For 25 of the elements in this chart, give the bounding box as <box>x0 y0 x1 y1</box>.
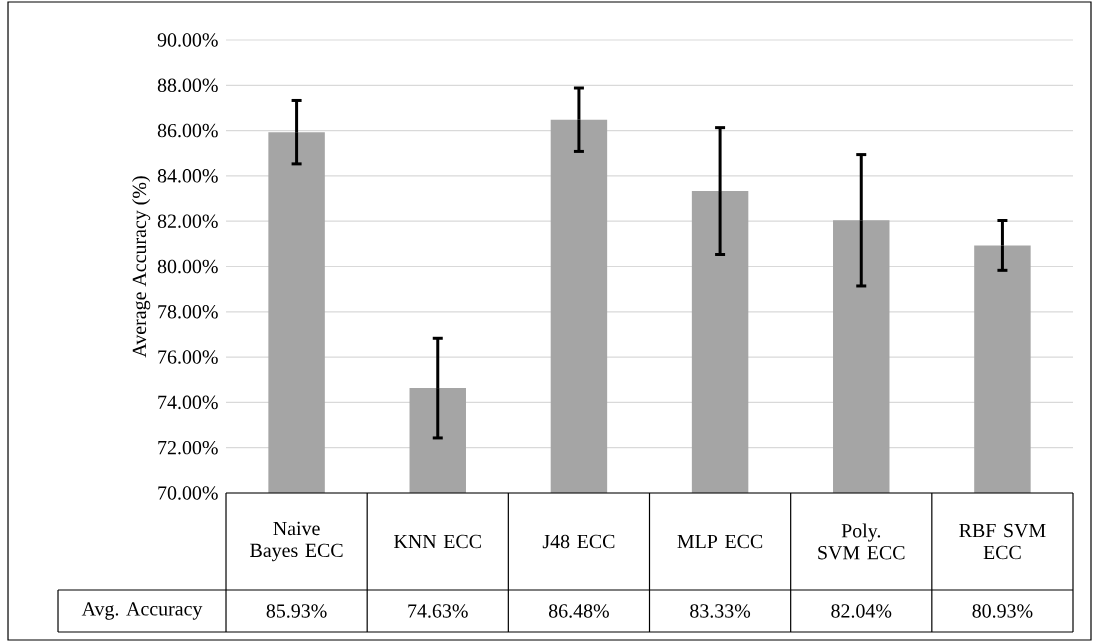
y-tick-label: 76.00% <box>158 350 218 364</box>
y-tick-label: 90.00% <box>157 33 218 47</box>
y-tick-label: 84.00% <box>157 169 218 183</box>
data-label: 80.93% <box>972 604 1033 618</box>
y-tick-label: 74.00% <box>158 395 218 410</box>
y-tick-label: 80.00% <box>157 259 218 274</box>
y-tick-label: 82.00% <box>157 214 218 228</box>
x-tick-label: RBF SVM ECC <box>959 523 1046 560</box>
x-tick-label: Naive Bayes ECC <box>250 521 343 562</box>
data-label: 86.48% <box>548 604 609 618</box>
y-tick-label: 86.00% <box>157 123 218 138</box>
x-tick-label: Poly. SVM ECC <box>818 523 905 560</box>
x-tick-label: J48 ECC <box>542 534 615 549</box>
x-tick-label: MLP ECC <box>677 534 763 549</box>
x-tick-label: KNN ECC <box>394 534 481 549</box>
y-tick-label: 78.00% <box>158 305 218 319</box>
data-label: 82.04% <box>831 604 892 618</box>
data-label: 85.93% <box>266 604 327 618</box>
text: Avg. Accuracy <box>81 602 203 620</box>
y-tick-label: 72.00% <box>158 440 218 455</box>
y-tick-label: 88.00% <box>157 78 218 93</box>
data-label: 83.33% <box>690 604 751 618</box>
y-axis-title: Average Accuracy (%) <box>132 176 151 358</box>
y-tick-label: 70.00% <box>158 486 218 500</box>
data-label: 74.63% <box>408 604 468 618</box>
